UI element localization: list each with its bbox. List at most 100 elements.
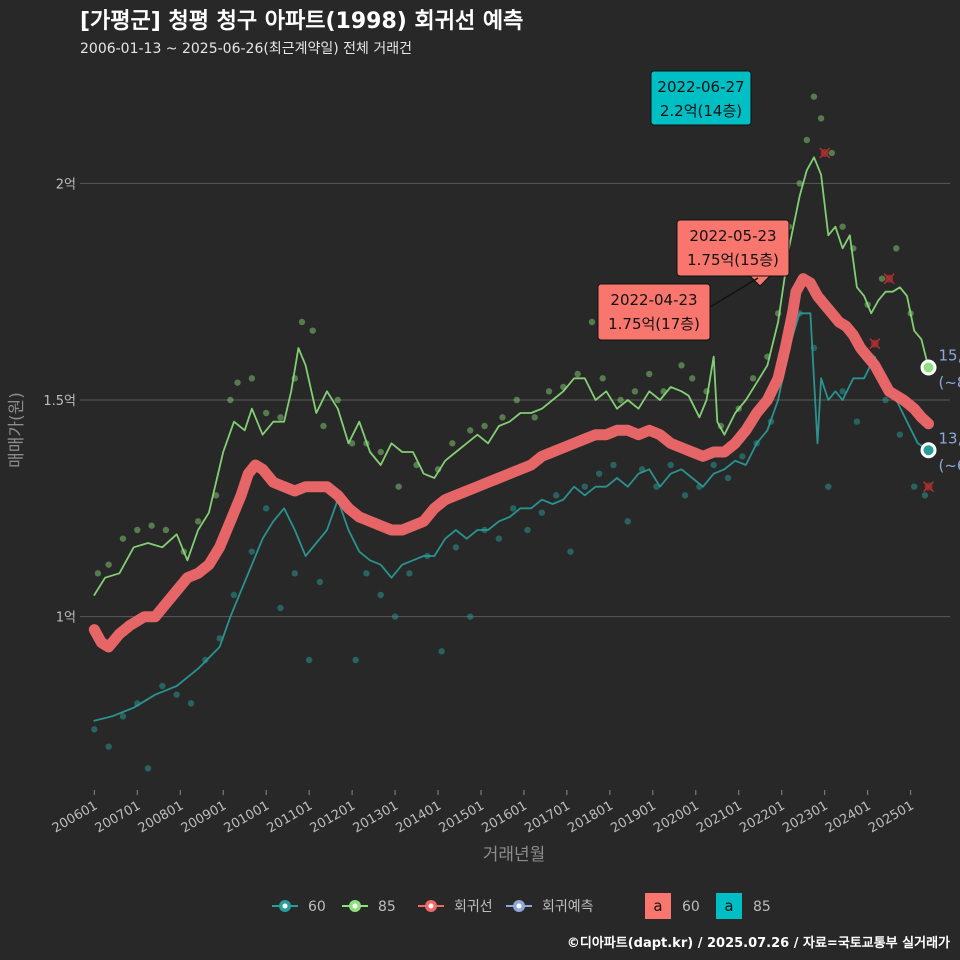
scatter-point-85 [828, 149, 836, 157]
x-axis-title: 거래년월 [483, 845, 546, 865]
scatter-point-85 [320, 422, 327, 430]
outlier-point [922, 481, 935, 493]
scatter-point-85 [395, 483, 402, 490]
scatter-point-60 [105, 743, 112, 750]
scatter-point-85 [212, 492, 220, 499]
scatter-point-85 [234, 379, 241, 386]
scatter-point-85 [839, 223, 846, 230]
scatter-point-85 [531, 414, 538, 421]
scatter-points [91, 93, 935, 772]
scatter-point-60 [230, 591, 238, 599]
scatter-point-60 [377, 591, 384, 599]
scatter-point-85 [513, 396, 520, 404]
scatter-point-85 [348, 440, 356, 447]
scatter-point-85 [162, 526, 170, 534]
end-point-s85 [920, 359, 937, 376]
scatter-point-60 [567, 548, 574, 555]
end-points: 15,750 (~85㎡) 13,840 (~60㎡) [920, 347, 960, 474]
scatter-point-60 [202, 656, 209, 664]
scatter-point-60 [248, 548, 256, 555]
outlier-point [819, 147, 831, 159]
scatter-point-85 [646, 370, 653, 378]
legend-label: 60 [308, 899, 326, 915]
series-lines [88, 156, 934, 722]
scatter-point-60 [624, 518, 631, 525]
scatter-point-60 [159, 682, 166, 690]
scatter-point-85 [377, 448, 384, 456]
scatter-point-85 [298, 318, 306, 326]
scatter-point-60 [277, 604, 284, 612]
scatter-point-60 [119, 713, 127, 720]
scatter-point-60 [91, 726, 98, 733]
series-line-s60 [93, 312, 930, 722]
scatter-point-60 [581, 483, 589, 490]
scatter-point-60 [352, 656, 359, 664]
legend-item-regression: 회귀선 [418, 899, 493, 915]
legend-box-glyph: a [724, 897, 733, 915]
legend-swatch-center [516, 903, 522, 909]
end-label-price: 13,840 [939, 429, 960, 447]
scatter-point-85 [810, 93, 818, 100]
scatter-point-60 [538, 509, 546, 516]
footer-credit: ©디아파트(dapt.kr) / 2025.07.26 / 자료=국토교통부 실… [567, 935, 950, 951]
scatter-point-85 [878, 275, 886, 282]
scatter-point-60 [438, 648, 445, 655]
scatter-point-85 [617, 396, 624, 404]
legend-label: 회귀선 [454, 899, 493, 915]
scatter-point-85 [499, 414, 506, 421]
annotation-date: 2022-04-23 [610, 291, 697, 309]
scatter-point-60 [710, 461, 717, 469]
end-label-area: (~60㎡) [939, 456, 960, 474]
scatter-point-85 [481, 422, 488, 430]
scatter-point-60 [595, 470, 603, 477]
scatter-point-85 [796, 180, 803, 187]
scatter-point-60 [681, 492, 689, 499]
scatter-point-60 [316, 578, 324, 586]
scatter-point-60 [910, 483, 918, 490]
scatter-point-60 [825, 483, 832, 490]
legend-annotation-annot60: a 60 [645, 893, 700, 919]
scatter-point-85 [119, 535, 127, 542]
annotation-label: 2022-04-23 1.75억(17층) [597, 277, 759, 341]
scatter-point-85 [334, 396, 341, 404]
legend-swatch-center [352, 903, 358, 909]
scatter-point-60 [524, 526, 531, 534]
scatter-point-85 [893, 245, 900, 252]
scatter-point-60 [921, 492, 929, 499]
end-label-price: 15,750 [939, 347, 960, 365]
legend-box-glyph: a [653, 897, 662, 915]
scatter-point-60 [391, 613, 399, 620]
scatter-point-60 [667, 461, 674, 469]
legend-box-swatch [645, 893, 671, 919]
scatter-point-60 [363, 570, 370, 577]
scatter-point-85 [449, 440, 456, 447]
annotation-box [597, 283, 711, 341]
legend: 60 85 회귀선 회귀예측 a 60 a 85 [272, 893, 771, 919]
scatter-point-85 [749, 375, 757, 382]
scatter-point-60 [552, 492, 560, 499]
outlier-cross [883, 273, 895, 285]
legend-item-forecast: 회귀예측 [506, 899, 594, 915]
scatter-point-85 [467, 427, 474, 434]
scatter-point-60 [724, 474, 732, 482]
scatter-point-60 [610, 461, 617, 469]
scatter-point-85 [148, 522, 155, 529]
scatter-point-85 [574, 370, 581, 378]
scatter-point-60 [291, 570, 299, 577]
chart-title: [가평군] 청평 청구 아파트(1998) 회귀선 예측 [80, 9, 523, 34]
scatter-point-85 [277, 414, 284, 421]
scatter-point-60 [452, 544, 460, 551]
scatter-point-85 [689, 375, 696, 382]
scatter-point-85 [248, 375, 256, 382]
scatter-point-60 [495, 535, 503, 542]
scatter-point-85 [631, 388, 639, 395]
scatter-point-60 [853, 418, 861, 425]
y-axis-ticks: 1억 1.5억 2억 [43, 177, 76, 625]
scatter-point-60 [406, 570, 413, 577]
scatter-point-60 [262, 505, 270, 512]
scatter-point-85 [588, 318, 596, 326]
legend-item-s60: 60 [272, 899, 326, 915]
outlier-cross [819, 147, 831, 159]
annotation-pointer [749, 275, 771, 287]
